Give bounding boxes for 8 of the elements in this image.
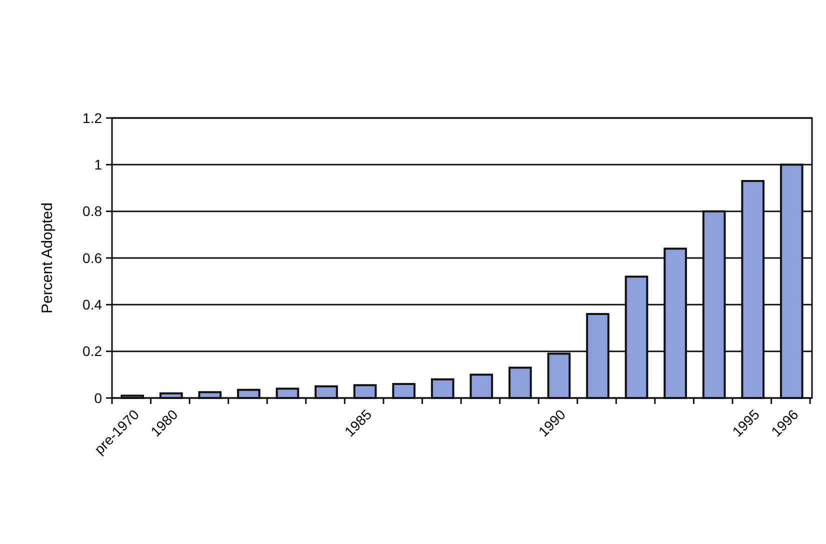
y-tick-label: 0.8: [82, 203, 102, 220]
y-axis-title: Percent Adopted: [39, 202, 56, 314]
y-tick-label: 0: [94, 390, 102, 406]
y-tick-label: 0.4: [82, 296, 102, 313]
y-tick-label: 1: [94, 156, 102, 173]
y-tick-label: 0.6: [82, 250, 102, 266]
y-tick-label: 1.2: [82, 110, 102, 126]
y-tick-label: 0.2: [82, 343, 102, 360]
